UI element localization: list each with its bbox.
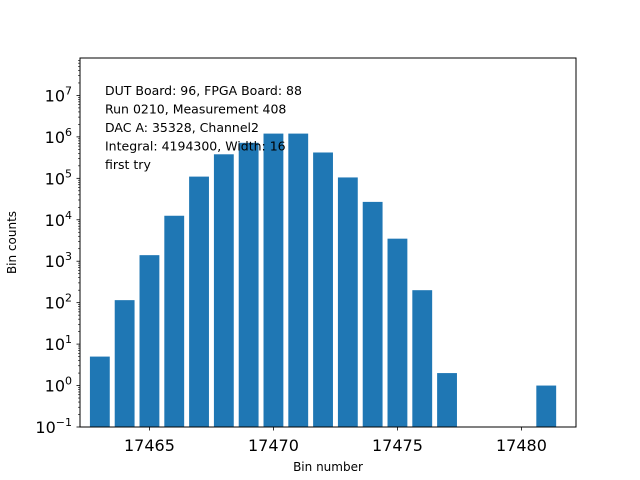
y-tick-label: 102 — [45, 292, 72, 313]
bar — [89, 356, 110, 427]
y-tick-label: 106 — [45, 126, 72, 147]
annotation-line: first try — [105, 157, 151, 172]
x-tick-label: 17470 — [248, 436, 299, 455]
x-axis-label: Bin number — [293, 460, 363, 474]
bar — [337, 177, 358, 427]
x-tick-label: 17475 — [372, 436, 423, 455]
bar — [387, 238, 408, 427]
y-axis-label: Bin counts — [5, 211, 19, 274]
y-tick-label: 101 — [45, 333, 72, 354]
y-tick-label: 107 — [45, 84, 72, 105]
bars-group — [89, 133, 557, 428]
annotation-line: DAC A: 35328, Channel2 — [105, 120, 259, 135]
bar — [164, 215, 185, 427]
y-tick-label: 100 — [45, 375, 72, 396]
bar — [412, 290, 433, 427]
bar — [313, 152, 333, 428]
bar — [189, 176, 209, 427]
y-axis-ticks: 10−1 100 101 102 103 104 105 106 107 — [35, 84, 80, 437]
y-tick-label: 104 — [45, 209, 72, 230]
bar — [263, 133, 284, 427]
bar — [114, 300, 135, 427]
annotation-line: DUT Board: 96, FPGA Board: 88 — [105, 83, 302, 98]
y-tick-label: 103 — [45, 250, 72, 271]
bar — [238, 142, 259, 427]
x-tick-label: 17465 — [124, 436, 175, 455]
annotation-line: Integral: 4194300, Width: 16 — [105, 139, 286, 154]
plot-frame — [79, 57, 577, 428]
x-axis-ticks: 17465 17470 17475 17480 — [124, 427, 547, 455]
annotation-block: DUT Board: 96, FPGA Board: 88 Run 0210, M… — [105, 83, 302, 172]
bar — [437, 373, 457, 427]
y-tick-label: 10−1 — [35, 416, 72, 437]
bar — [536, 385, 557, 427]
annotation-line: Run 0210, Measurement 408 — [105, 102, 286, 117]
bar — [362, 201, 383, 427]
bar — [213, 154, 234, 427]
x-tick-label: 17480 — [496, 436, 547, 455]
bar — [139, 255, 160, 427]
bar — [288, 133, 309, 427]
y-tick-label: 105 — [45, 167, 72, 188]
